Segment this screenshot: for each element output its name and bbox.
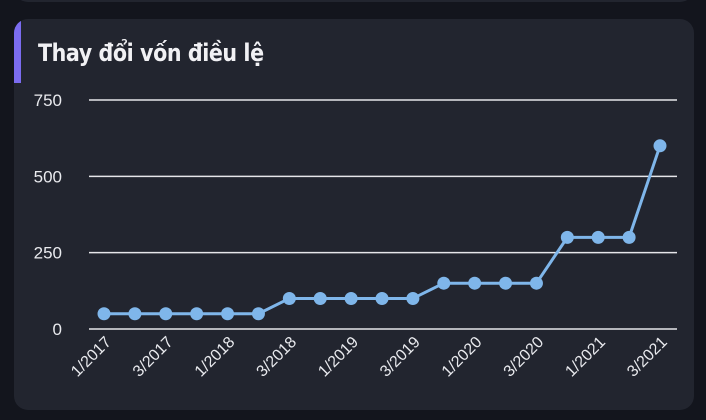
data-point[interactable] [190, 307, 204, 321]
x-tick-label: 1/2017 [68, 334, 115, 381]
data-point[interactable] [529, 276, 543, 290]
data-point[interactable] [159, 307, 173, 321]
x-tick-label: 3/2020 [501, 334, 548, 381]
data-point[interactable] [468, 276, 482, 290]
data-point[interactable] [313, 291, 327, 305]
y-tick-label: 750 [34, 91, 62, 110]
data-point[interactable] [282, 291, 296, 305]
data-point[interactable] [437, 276, 451, 290]
data-point[interactable] [344, 291, 358, 305]
data-point[interactable] [221, 307, 235, 321]
title-accent-bar [14, 19, 21, 83]
y-tick-label: 250 [34, 244, 62, 263]
x-tick-label: 1/2021 [562, 334, 609, 381]
data-point[interactable] [375, 291, 389, 305]
x-tick-label: 3/2018 [254, 334, 301, 381]
data-point[interactable] [97, 307, 111, 321]
x-tick-label: 3/2021 [624, 334, 671, 381]
x-tick-label: 1/2020 [439, 334, 486, 381]
data-point[interactable] [622, 230, 636, 244]
chart-title: Thay đổi vốn điều lệ [38, 39, 264, 67]
series-points [97, 139, 667, 321]
data-point[interactable] [591, 230, 605, 244]
x-tick-labels: 1/2017 3/2017 1/2018 3/2018 1/2019 3/2019 1/20… [68, 334, 671, 381]
y-tick-label: 500 [34, 167, 62, 186]
grid-lines [89, 99, 677, 330]
previous-card-edge [14, 0, 694, 2]
data-point[interactable] [406, 291, 420, 305]
data-point[interactable] [499, 276, 513, 290]
x-tick-label: 3/2019 [377, 334, 424, 381]
data-point[interactable] [653, 139, 667, 153]
x-tick-label: 1/2018 [192, 334, 239, 381]
series-line-path [104, 145, 662, 316]
y-tick-labels: 0 250 500 750 [34, 91, 62, 339]
y-tick-label: 0 [53, 320, 62, 339]
data-point[interactable] [560, 230, 574, 244]
x-tick-label: 3/2017 [130, 334, 177, 381]
data-point[interactable] [128, 307, 142, 321]
x-tick-label: 1/2019 [315, 334, 362, 381]
data-point[interactable] [251, 307, 265, 321]
chart-card: Thay đổi vốn điều lệ [14, 19, 694, 410]
series-line [104, 145, 662, 316]
